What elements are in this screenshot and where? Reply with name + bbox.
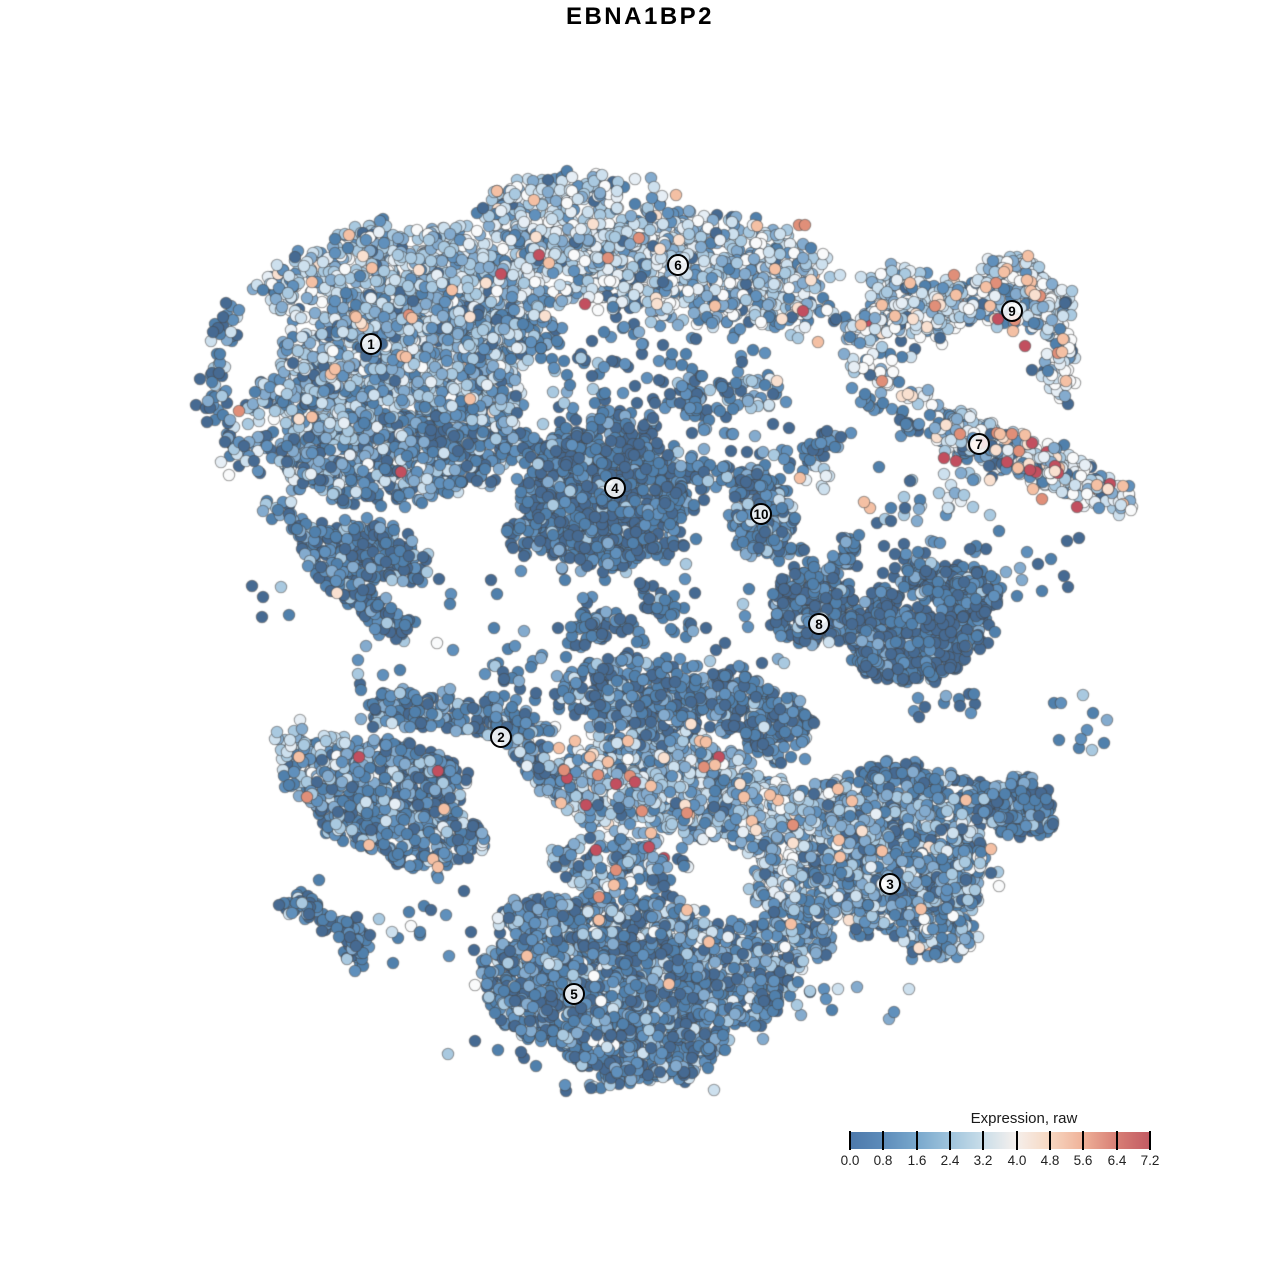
svg-text:6: 6 (674, 258, 682, 273)
svg-text:7: 7 (975, 437, 983, 452)
svg-text:5: 5 (570, 987, 578, 1002)
svg-text:9: 9 (1008, 304, 1016, 319)
svg-text:8: 8 (815, 617, 823, 632)
svg-text:2: 2 (497, 730, 505, 745)
svg-text:1: 1 (367, 337, 375, 352)
svg-text:10: 10 (753, 507, 768, 522)
svg-text:4: 4 (611, 481, 619, 496)
svg-text:3: 3 (886, 877, 894, 892)
